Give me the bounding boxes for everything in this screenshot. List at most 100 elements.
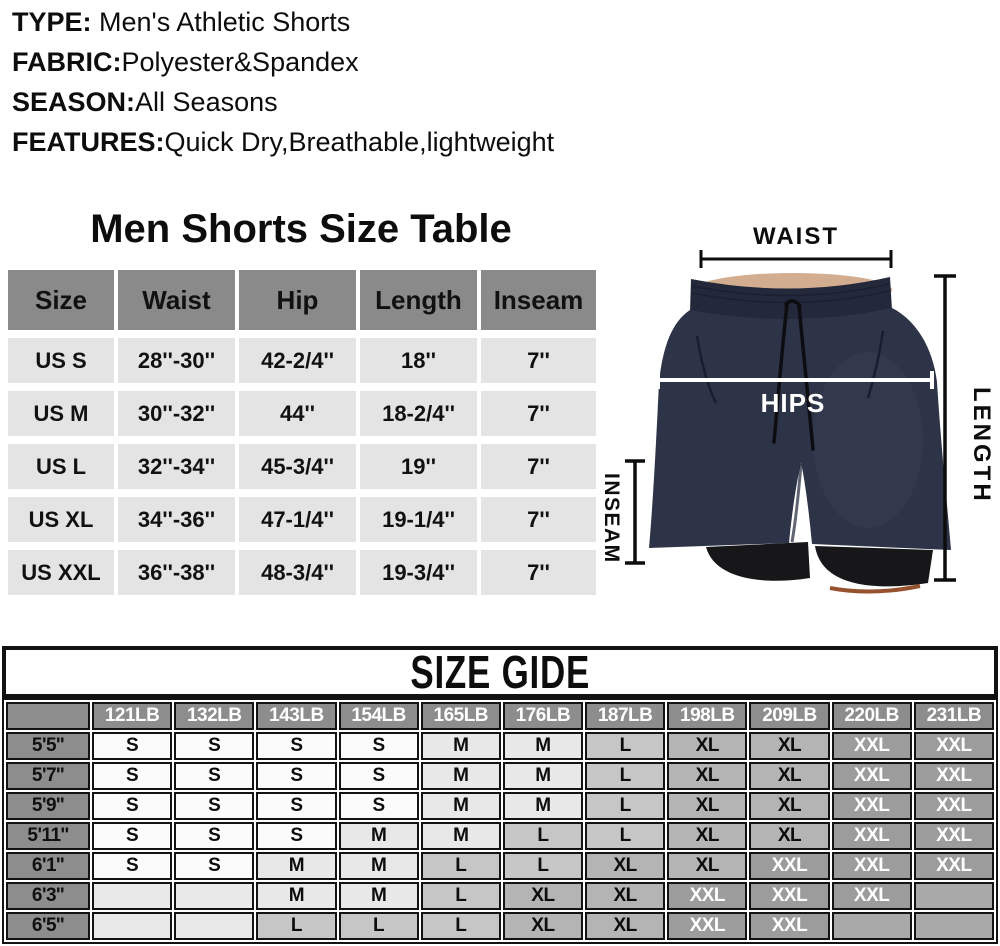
size-cell: S [92,762,173,790]
height-label-cell: 6'3'' [6,882,90,910]
size-cell: XXL [831,732,912,760]
hips-label: HIPS [761,388,826,418]
size-cell [92,882,173,910]
size-cell: S [338,732,419,760]
size-cell [913,882,994,910]
size-cell [174,882,255,910]
weight-header-cell: 187LB [585,702,666,730]
size-cell: XL [749,822,830,850]
size-cell: S [92,822,173,850]
inseam-annotation [625,459,645,565]
size-cell: XL [667,762,748,790]
size-table-cell: 45-3/4'' [239,444,356,489]
size-cell: S [174,852,255,880]
size-table-cell: 18-2/4'' [360,391,477,436]
size-cell: S [338,792,419,820]
height-label-cell: 5'7'' [6,762,90,790]
size-table-cell: 7'' [481,338,596,383]
size-cell: XL [749,732,830,760]
size-table-cell: 28''-30'' [118,338,235,383]
size-cell: XL [749,762,830,790]
size-guide-row: 6'5'' L L L XL XL XXL XXL [6,912,994,940]
size-cell: S [256,822,337,850]
length-annotation [934,274,956,582]
right-pocket-slit [866,330,885,399]
size-cell: XXL [667,882,748,910]
size-cell: L [502,852,584,880]
size-cell: XXL [831,852,912,880]
size-guide-row: 5'9'' S S S S M M L XL XL XXL XXL [6,792,994,820]
weight-header-cell: 132LB [174,702,255,730]
product-info-line: FABRIC:Polyester&Spandex [12,42,554,82]
size-table-cell: 19-3/4'' [360,550,477,595]
fabric-sheen [813,352,923,528]
size-cell: XXL [831,822,912,850]
size-cell: M [502,732,584,760]
size-cell: M [338,852,419,880]
size-cell: XXL [667,912,748,940]
height-label-cell: 5'5'' [6,732,90,760]
size-table-cell: US XL [8,497,114,542]
size-table-title: Men Shorts Size Table [90,207,512,251]
size-guide-row: 5'5'' S S S S M M L XL XL XXL XXL [6,732,994,760]
weight-header-cell: 154LB [338,702,419,730]
size-guide-table: 121LB 132LB 143LB 154LB 165LB 176LB 187LB 198LB… [2,698,998,944]
size-table-header-cell: Hip [239,270,356,330]
size-table-cell: 48-3/4'' [239,550,356,595]
size-cell: XXL [913,762,994,790]
size-table-cell: 19'' [360,444,477,489]
size-cell: M [338,822,419,850]
size-table-header-cell: Size [8,270,114,330]
weight-header-cell: 176LB [502,702,584,730]
shorts-waistband [690,277,892,321]
product-info: TYPE: Men's Athletic Shorts FABRIC:Polye… [12,2,554,162]
size-table-header-cell: Waist [118,270,235,330]
size-cell: XL [502,912,584,940]
size-guide-title-box: SIZE GIDE [2,646,998,698]
hips-annotation [656,371,934,389]
size-table-header-cell: Inseam [481,270,596,330]
size-cell: XL [585,882,666,910]
size-cell [831,912,912,940]
size-table-cell: 7'' [481,497,596,542]
size-cell: XXL [913,852,994,880]
size-cell: L [585,732,666,760]
size-cell: S [92,852,173,880]
size-cell [174,912,255,940]
size-table: Size Waist Hip Length Inseam US S 28''-30'' 42-… [8,270,596,595]
size-cell [92,912,173,940]
type-label: TYPE: [12,7,92,37]
size-table-cell: 47-1/4'' [239,497,356,542]
size-table-cell: 34''-36'' [118,497,235,542]
features-label: FEATURES: [12,127,165,157]
inseam-label: INSEAM [600,473,623,564]
crotch-fold [790,463,803,543]
size-cell: M [420,822,501,850]
size-table-cell: 7'' [481,444,596,489]
size-cell: XXL [749,882,830,910]
size-guide-row: 5'7'' S S S S M M L XL XL XXL XXL [6,762,994,790]
size-table-cell: 44'' [239,391,356,436]
height-label-cell: 5'11'' [6,822,90,850]
size-cell: S [174,762,255,790]
size-cell: XL [585,852,666,880]
size-cell: S [92,792,173,820]
size-cell: L [420,852,501,880]
fabric-value: Polyester&Spandex [121,47,359,77]
size-cell: XL [667,822,748,850]
size-cell: XL [502,882,584,910]
size-cell: S [338,762,419,790]
size-cell: L [585,762,666,790]
knee-sliver [829,584,921,594]
size-cell [913,912,994,940]
season-label: SEASON: [12,87,136,117]
height-label-cell: 6'1'' [6,852,90,880]
left-pocket-slit [695,335,718,404]
size-table-cell: 19-1/4'' [360,497,477,542]
size-cell: XXL [913,822,994,850]
shorts-diagram: WAIST HIPS LENGTH INSEAM [600,223,995,594]
size-cell: XL [749,792,830,820]
size-cell: XL [667,852,748,880]
waistband-stitch [691,283,890,297]
size-guide-title: SIZE GIDE [410,646,590,698]
